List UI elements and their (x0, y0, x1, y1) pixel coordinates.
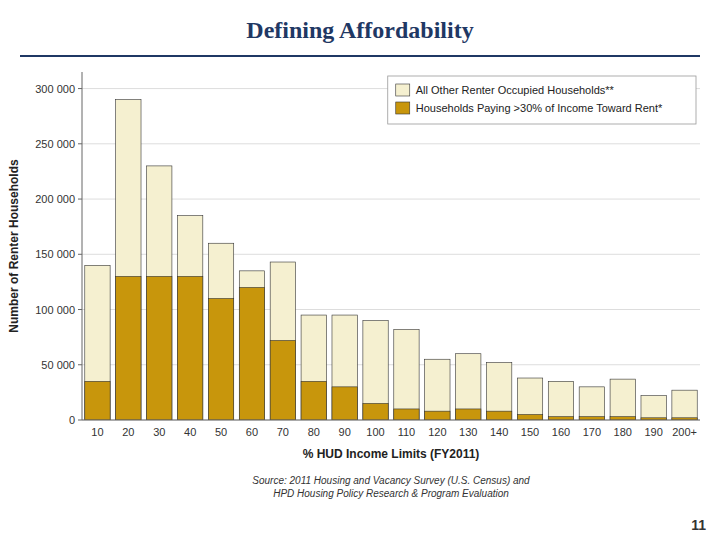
bar (147, 166, 172, 420)
bar (610, 379, 635, 420)
bar (116, 276, 141, 420)
title-rule (20, 55, 700, 57)
bar (85, 381, 110, 420)
legend: All Other Renter Occupied Households** Ho… (388, 76, 696, 124)
x-axis-label: % HUD Income Limits (FY2011) (303, 447, 480, 461)
bar (394, 329, 419, 420)
bar (641, 396, 666, 420)
x-tick-label: 10 (91, 426, 103, 438)
bar (579, 387, 604, 420)
x-tick-label: 150 (521, 426, 539, 438)
bar (301, 381, 326, 420)
source-note: Source: 2011 Housing and Vacancy Survey … (252, 475, 530, 499)
y-tick-label: 300 000 (35, 83, 75, 95)
bar (116, 100, 141, 420)
x-tick-label: 70 (277, 426, 289, 438)
x-tick-label: 140 (490, 426, 508, 438)
x-tick-label: 30 (153, 426, 165, 438)
chart-title: Defining Affordability (246, 17, 473, 43)
y-tick (78, 309, 82, 310)
bar (239, 287, 264, 420)
grid-line (82, 254, 700, 255)
x-tick-label: 190 (644, 426, 662, 438)
x-tick-label: 20 (122, 426, 134, 438)
bar (208, 243, 233, 420)
y-tick (78, 420, 82, 421)
x-tick-label: 200+ (672, 426, 697, 438)
chart-svg: Defining Affordability 0 50 000 100 000 150 … (0, 0, 720, 540)
x-tick-label: 160 (552, 426, 570, 438)
bar (363, 321, 388, 420)
x-axis: 10 20 30 40 50 60 70 80 90 100 110 120 130 140 150 160 1… (91, 426, 697, 438)
bar (394, 409, 419, 420)
y-tick (78, 254, 82, 255)
bar (177, 216, 202, 420)
x-tick-label: 40 (184, 426, 196, 438)
x-axis-line (82, 420, 700, 421)
bar (548, 381, 573, 420)
legend-label: Households Paying >30% of Income Toward … (416, 102, 663, 114)
y-tick-label: 200 000 (35, 193, 75, 205)
bar (363, 403, 388, 420)
bar (270, 340, 295, 420)
y-tick-label: 100 000 (35, 304, 75, 316)
grid-line (82, 199, 700, 200)
x-tick-label: 80 (308, 426, 320, 438)
bar (456, 409, 481, 420)
y-tick (78, 88, 82, 89)
x-tick-label: 170 (583, 426, 601, 438)
y-axis-label: Number of Renter Households (7, 159, 21, 333)
bar (301, 315, 326, 420)
legend-swatch (396, 102, 410, 114)
bar (486, 411, 511, 420)
bar (517, 378, 542, 420)
grid-line (82, 420, 700, 421)
x-tick-label: 100 (366, 426, 384, 438)
legend-frame (388, 76, 696, 124)
grid-line (82, 309, 700, 310)
y-tick (78, 143, 82, 144)
y-tick (78, 364, 82, 365)
bar (177, 276, 202, 420)
y-axis-line (82, 72, 83, 420)
y-tick-label: 150 000 (35, 248, 75, 260)
bar (486, 363, 511, 420)
bar (425, 411, 450, 420)
y-tick (78, 199, 82, 200)
y-tick-label: 250 000 (35, 138, 75, 150)
legend-label: All Other Renter Occupied Households** (416, 84, 615, 96)
bar (517, 414, 542, 420)
x-tick-label: 110 (398, 426, 416, 438)
bar (332, 387, 357, 420)
bar (239, 271, 264, 420)
slide-number: 11 (691, 517, 706, 533)
bar (456, 354, 481, 420)
y-axis: 0 50 000 100 000 150 000 200 000 250 000 300 0… (35, 83, 700, 426)
grid-line (82, 364, 700, 365)
bar (672, 390, 697, 420)
bar (332, 315, 357, 420)
bars (85, 100, 697, 420)
bar (85, 265, 110, 420)
legend-swatch (396, 84, 410, 96)
x-tick-label: 180 (614, 426, 632, 438)
x-tick-label: 90 (339, 426, 351, 438)
chart-container: Defining Affordability 0 50 000 100 000 150 … (0, 0, 720, 540)
bar (208, 298, 233, 420)
x-tick-label: 50 (215, 426, 227, 438)
source-line: HPD Housing Policy Research & Program Ev… (273, 488, 509, 499)
y-tick-label: 50 000 (41, 359, 75, 371)
bar (270, 262, 295, 420)
x-tick-label: 120 (428, 426, 446, 438)
source-line: Source: 2011 Housing and Vacancy Survey … (252, 475, 530, 486)
bar (147, 276, 172, 420)
x-tick-label: 60 (246, 426, 258, 438)
x-tick-label: 130 (459, 426, 477, 438)
y-tick-label: 0 (69, 414, 75, 426)
bar (425, 359, 450, 420)
grid-line (82, 143, 700, 144)
